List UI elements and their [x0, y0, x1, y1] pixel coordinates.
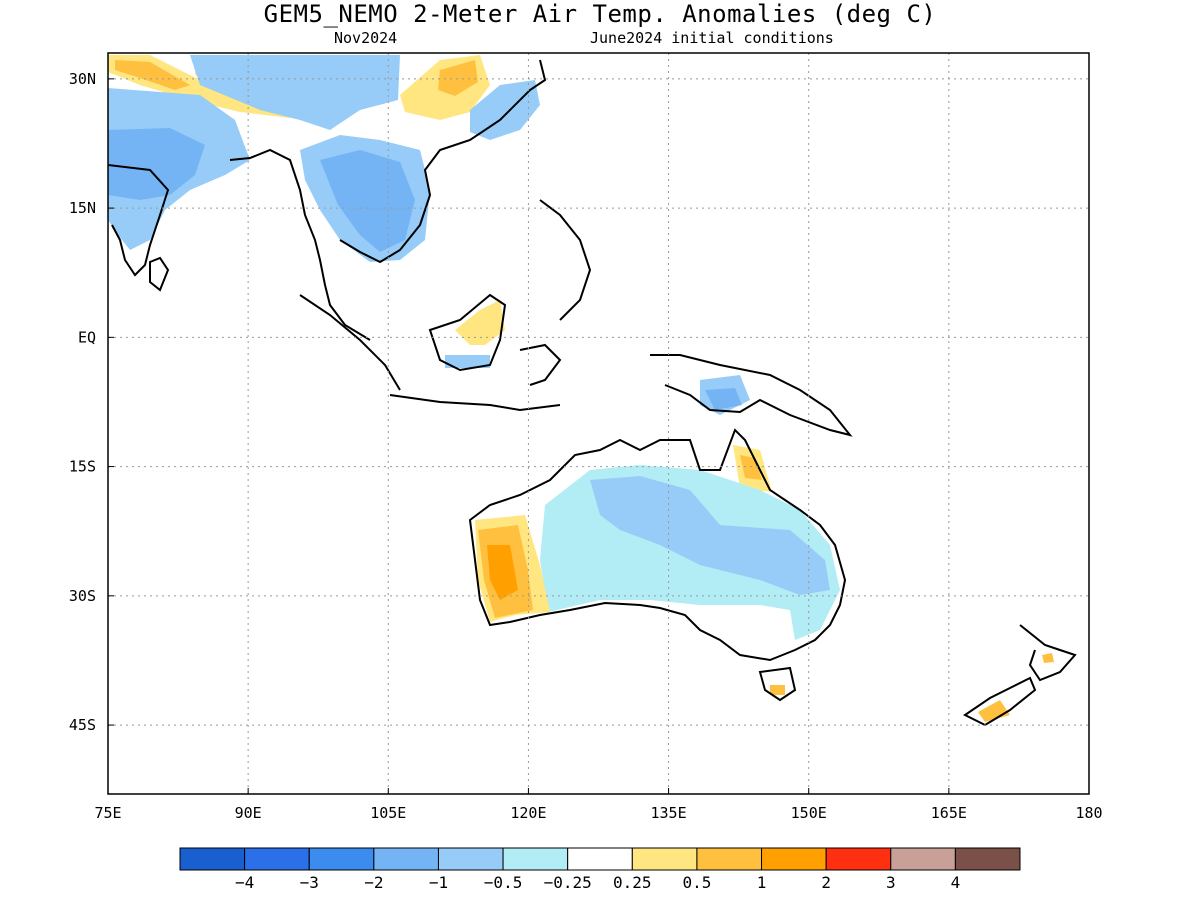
anomaly-east-china	[470, 80, 540, 140]
colorbar-swatch	[437, 847, 504, 871]
coast-india	[108, 164, 170, 277]
lon-tick-label: 180	[1075, 804, 1102, 822]
lon-tick-label: 105E	[370, 804, 406, 822]
coast-bay-of-bengal	[229, 148, 371, 341]
anomaly-india-cold	[108, 128, 205, 200]
anomaly-indochina-cold	[320, 150, 415, 252]
coast-sri-lanka	[149, 256, 170, 292]
lon-tick-label: 120E	[510, 804, 546, 822]
coast-tasmania	[758, 666, 797, 702]
colorbar: −4 −3 −2 −1 −0.5 −0.25 0.25 0.5 1 2 3 4	[179, 847, 1021, 892]
colorbar-label: −0.25	[544, 873, 592, 892]
anomaly-queensland-core	[740, 455, 762, 480]
lon-tick-label: 135E	[651, 804, 687, 822]
colorbar-label: 4	[951, 873, 961, 892]
initial-conditions-label: June2024 initial conditions	[590, 29, 834, 47]
colorbar-swatch	[890, 847, 956, 871]
anomaly-himalaya-core	[115, 60, 190, 90]
anomaly-borneo	[455, 300, 505, 345]
lat-tick-label: 15S	[69, 458, 96, 476]
coast-java	[389, 394, 561, 412]
anomaly-tibet	[190, 55, 400, 130]
colorbar-label: −4	[235, 873, 254, 892]
colorbar-swatch	[761, 847, 827, 871]
colorbar-swatch	[567, 847, 633, 871]
coast-indochina	[339, 59, 547, 264]
lat-tick-label: EQ	[78, 328, 96, 346]
anomaly-central-china-core	[438, 60, 478, 96]
anomaly-western-australia-core	[487, 545, 518, 600]
coastlines	[108, 59, 1077, 727]
anomaly-australia-interior-cold	[590, 476, 830, 595]
coast-new-zealand-south	[963, 676, 1037, 727]
plot-frame	[107, 52, 1090, 795]
colorbar-label: −3	[300, 873, 319, 892]
anomaly-shading	[108, 55, 1054, 722]
colorbar-label: 3	[886, 873, 896, 892]
lon-tick-label: 75E	[94, 804, 121, 822]
anomaly-new-zealand-north	[1042, 653, 1054, 663]
lat-tick-label: 30S	[69, 587, 96, 605]
colorbar-label: −1	[429, 873, 448, 892]
chart-title: GEM5_NEMO 2-Meter Air Temp. Anomalies (d…	[263, 0, 937, 28]
colorbar-label: 2	[821, 873, 831, 892]
graticule: 75E 90E 105E 120E 135E 150E 165E 180 30N 15N EQ 15S…	[69, 53, 1103, 822]
colorbar-swatch	[502, 847, 569, 871]
colorbar-swatch	[373, 847, 439, 871]
colorbar-swatch	[308, 847, 375, 871]
colorbar-label: 0.5	[682, 873, 711, 892]
colorbar-swatch	[631, 847, 698, 871]
anomaly-tasmania	[770, 685, 785, 695]
colorbar-label: −0.5	[484, 873, 523, 892]
lon-tick-label: 150E	[791, 804, 827, 822]
anomaly-new-guinea-cold	[705, 388, 742, 410]
colorbar-swatch	[954, 847, 1021, 871]
coast-sulawesi	[519, 343, 562, 386]
coast-australia	[468, 428, 847, 662]
coast-sumatra	[299, 294, 401, 391]
coast-new-guinea	[650, 354, 853, 437]
colorbar-label: 0.25	[613, 873, 652, 892]
forecast-month: Nov2024	[334, 29, 398, 47]
coast-borneo	[428, 293, 507, 372]
coast-philippines	[539, 199, 592, 321]
coast-new-zealand-north	[1019, 624, 1077, 682]
colorbar-swatch	[696, 847, 763, 871]
anomaly-sulawesi-small	[445, 355, 490, 368]
lon-tick-label: 165E	[931, 804, 967, 822]
lat-tick-label: 30N	[69, 70, 96, 88]
colorbar-swatch	[244, 847, 310, 871]
lon-tick-label: 90E	[235, 804, 262, 822]
anomaly-new-zealand	[978, 700, 1010, 722]
colorbar-swatch	[179, 847, 246, 871]
lat-tick-label: 15N	[69, 199, 96, 217]
lat-tick-label: 45S	[69, 716, 96, 734]
colorbar-swatch	[825, 847, 892, 871]
colorbar-label: 1	[757, 873, 767, 892]
colorbar-label: −2	[364, 873, 383, 892]
